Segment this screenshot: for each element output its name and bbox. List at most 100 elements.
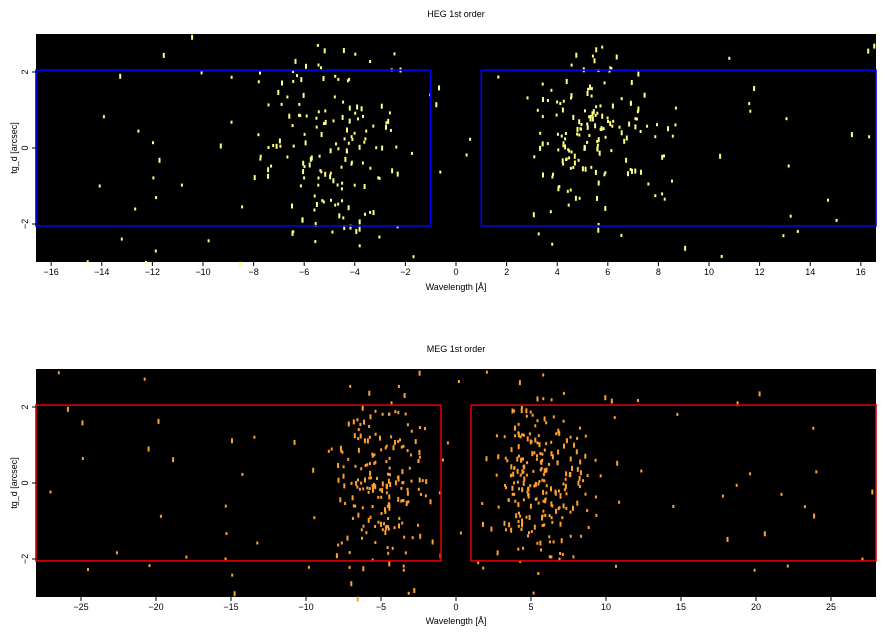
heg-event-point	[597, 180, 600, 186]
heg-chart-title: HEG 1st order	[427, 9, 485, 19]
heg-event-point	[320, 132, 323, 137]
heg-event-point	[569, 188, 572, 192]
meg-event-point	[406, 423, 409, 427]
meg-event-point	[575, 449, 578, 455]
meg-event-point	[543, 479, 546, 483]
meg-event-point	[387, 527, 390, 531]
meg-event-point	[81, 420, 84, 426]
meg-event-point	[401, 499, 404, 503]
heg-event-point	[388, 111, 391, 115]
heg-event-point	[358, 219, 361, 225]
meg-event-point	[357, 428, 360, 431]
meg-event-point	[542, 499, 545, 503]
meg-event-point	[517, 520, 520, 523]
heg-x-tick-label: −4	[350, 267, 360, 277]
meg-event-point	[514, 499, 517, 503]
meg-event-point	[616, 460, 619, 466]
heg-event-point	[850, 132, 853, 138]
heg-x-tick-label: 8	[656, 267, 661, 277]
heg-event-point	[332, 178, 335, 184]
meg-event-point	[359, 433, 362, 439]
heg-event-point	[134, 207, 137, 211]
heg-event-point	[623, 138, 626, 144]
meg-x-tick-label: −10	[298, 602, 313, 612]
meg-event-point	[522, 498, 525, 502]
meg-event-point	[241, 472, 244, 476]
heg-event-point	[348, 105, 351, 111]
meg-event-point	[564, 477, 567, 481]
heg-event-point	[316, 43, 319, 47]
heg-x-tick-label: −16	[44, 267, 59, 277]
meg-event-point	[394, 480, 397, 486]
heg-event-point	[347, 141, 350, 145]
meg-event-point	[536, 441, 539, 445]
meg-event-point	[562, 419, 565, 423]
meg-event-point	[387, 478, 390, 484]
meg-event-point	[388, 466, 391, 470]
meg-event-point	[353, 433, 356, 439]
meg-event-point	[536, 396, 539, 402]
meg-event-point	[366, 438, 369, 444]
heg-event-point	[302, 92, 305, 98]
heg-event-point	[591, 111, 594, 117]
heg-event-point	[546, 99, 549, 102]
heg-event-point	[575, 52, 578, 58]
heg-event-point	[317, 63, 320, 67]
heg-event-point	[381, 145, 384, 151]
meg-event-point	[356, 596, 359, 602]
meg-event-point	[534, 424, 537, 428]
heg-event-point	[98, 184, 101, 188]
meg-event-point	[513, 481, 516, 485]
meg-event-point	[562, 391, 565, 395]
meg-event-point	[417, 523, 420, 527]
meg-event-point	[352, 504, 355, 508]
meg-region-plus-order	[470, 404, 877, 562]
heg-event-point	[351, 137, 354, 141]
heg-event-point	[580, 123, 583, 126]
meg-event-point	[528, 432, 531, 436]
meg-event-point	[519, 435, 522, 439]
meg-event-point	[368, 476, 371, 480]
heg-event-point	[587, 87, 590, 91]
meg-event-point	[337, 463, 340, 468]
meg-event-point	[407, 500, 410, 504]
meg-event-point	[548, 462, 550, 466]
meg-event-point	[523, 476, 526, 482]
heg-event-point	[377, 176, 380, 180]
meg-event-point	[543, 448, 546, 452]
meg-event-point	[529, 439, 532, 445]
meg-event-point	[676, 412, 679, 416]
heg-event-point	[627, 171, 629, 177]
meg-event-point	[390, 401, 393, 405]
meg-event-point	[384, 510, 387, 514]
meg-x-tick-label: 15	[676, 602, 686, 612]
meg-event-point	[552, 415, 555, 419]
heg-event-point	[395, 145, 398, 149]
meg-event-point	[572, 505, 574, 511]
heg-event-point	[639, 130, 642, 133]
heg-event-point	[350, 162, 353, 166]
meg-event-point	[580, 534, 583, 538]
heg-event-point	[363, 184, 366, 189]
heg-event-point	[572, 114, 575, 120]
meg-event-point	[515, 513, 518, 519]
heg-event-point	[568, 156, 571, 160]
heg-event-point	[343, 137, 346, 141]
heg-event-point	[360, 106, 363, 112]
meg-y-tick-label: 2	[20, 404, 30, 409]
meg-event-point	[385, 491, 388, 495]
heg-event-point	[322, 200, 325, 204]
heg-event-point	[317, 183, 320, 187]
meg-event-point	[541, 478, 544, 482]
meg-chart-title: MEG 1st order	[427, 344, 486, 354]
heg-event-point	[342, 216, 345, 220]
heg-event-point	[340, 187, 343, 191]
heg-event-point	[637, 71, 640, 77]
heg-event-point	[868, 135, 871, 139]
meg-event-point	[224, 557, 227, 561]
heg-event-point	[610, 149, 613, 153]
meg-event-point	[374, 409, 377, 413]
heg-event-point	[590, 87, 593, 91]
heg-event-point	[314, 222, 317, 227]
